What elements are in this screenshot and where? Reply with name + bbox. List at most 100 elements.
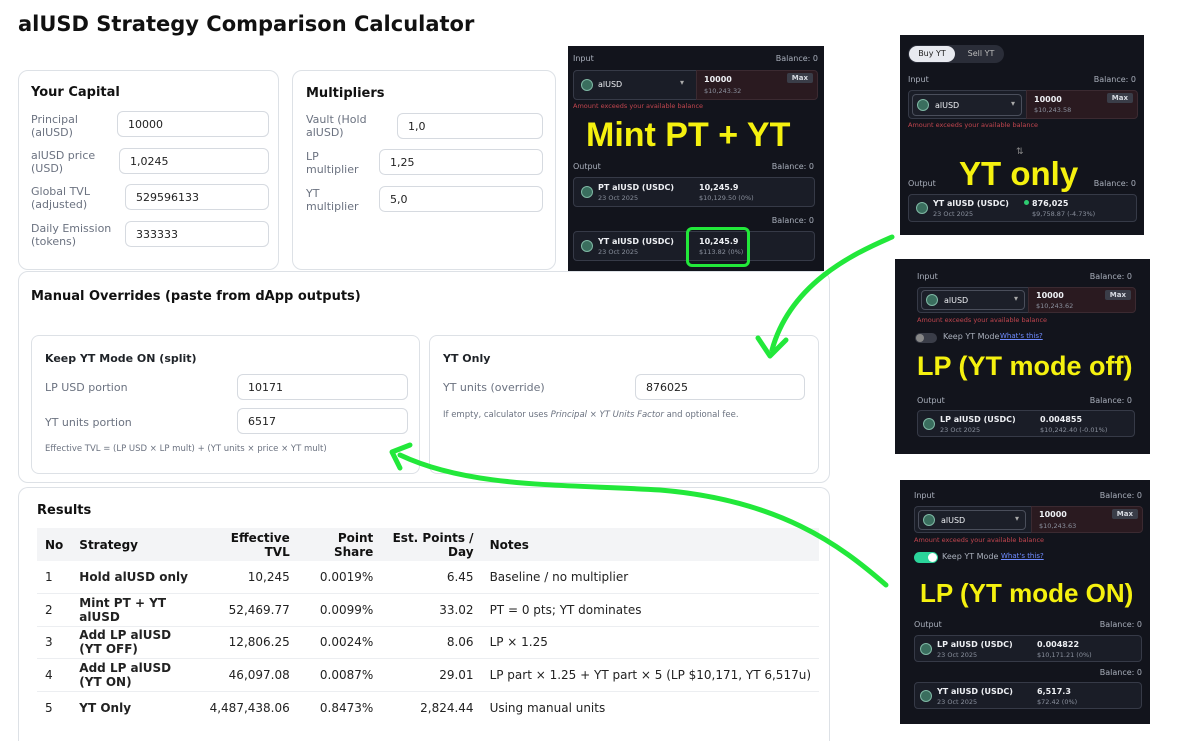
alusd-token-icon: [923, 514, 935, 526]
whats-this-link[interactable]: What's this?: [1001, 552, 1044, 560]
yt-multiplier-label: YT multiplier: [306, 187, 359, 213]
cell-tvl: 46,097.08: [198, 658, 298, 692]
amount-field[interactable]: 10000 $10,243.58 Max: [1026, 90, 1138, 119]
tvl-input[interactable]: 529596133: [125, 184, 269, 210]
lp-multiplier-input[interactable]: 1,25: [379, 149, 543, 175]
col-points: Est. Points / Day: [381, 528, 482, 561]
yt-name: YT alUSD (USDC): [937, 687, 1013, 696]
overrides-heading: Manual Overrides (paste from dApp output…: [31, 289, 361, 304]
chevron-down-icon: ▾: [1014, 294, 1019, 303]
input-box: alUSD ▾ 10000 $10,243.63 Max: [914, 506, 1143, 533]
col-share: Point Share: [297, 528, 382, 561]
yt-date: 23 Oct 2025: [933, 210, 974, 218]
alusd-token-icon: [926, 294, 938, 306]
lp-token-icon: [923, 418, 935, 430]
cell-strategy: Hold alUSD only: [71, 561, 199, 594]
lp-date: 23 Oct 2025: [940, 426, 981, 434]
lp-output-row: LP alUSD (USDC) 23 Oct 2025 0.004822 $10…: [914, 635, 1142, 662]
pt-amount: 10,245.9: [699, 183, 739, 192]
amount-field[interactable]: 10000 $10,243.62 Max: [1028, 287, 1136, 313]
vault-input[interactable]: 1,0: [397, 113, 543, 139]
lp-yt-on-screenshot: Input Balance: 0 alUSD ▾ 10000 $10,243.6…: [900, 480, 1150, 724]
price-input[interactable]: 1,0245: [119, 148, 269, 174]
status-dot-icon: [1024, 200, 1029, 205]
cell-no: 4: [37, 658, 72, 692]
yt-portion-label: YT units portion: [45, 416, 132, 429]
yt-only-heading: YT Only: [443, 352, 491, 365]
amount-value: 10000: [704, 75, 732, 84]
max-button[interactable]: Max: [1106, 93, 1133, 103]
max-button[interactable]: Max: [1111, 509, 1138, 519]
lp-name: LP alUSD (USDC): [937, 640, 1013, 649]
token-select[interactable]: alUSD ▾: [918, 510, 1026, 530]
price-label: alUSD price (USD): [31, 149, 96, 175]
keep-yt-heading: Keep YT Mode ON (split): [45, 352, 197, 365]
results-header-row: No Strategy Effective TVL Point Share Es…: [37, 528, 819, 561]
token-select[interactable]: alUSD ▾: [912, 94, 1022, 116]
lp-name: LP alUSD (USDC): [940, 415, 1016, 424]
cell-tvl: 4,487,438.06: [209, 700, 290, 715]
col-tvl: Effective TVL: [198, 528, 298, 561]
cell-share: 0.8473%: [319, 700, 374, 715]
cell-tvl: 52,469.77: [198, 593, 298, 627]
arrowhead-keep-yt-icon: [389, 442, 413, 471]
cell-share: 0.0024%: [297, 626, 382, 659]
mint-pt-yt-screenshot: Input Balance: 0 alUSD ▾ 10000 $10,243.3…: [568, 46, 824, 271]
whats-this-link[interactable]: What's this?: [1000, 332, 1043, 340]
cell-points: 2,824.44: [420, 700, 474, 715]
emission-input[interactable]: 333333: [125, 221, 269, 247]
chevron-down-icon[interactable]: ▾: [680, 78, 685, 87]
keep-yt-toggle[interactable]: [914, 552, 938, 563]
max-button[interactable]: Max: [1104, 290, 1131, 300]
col-no: No: [37, 528, 72, 561]
lp-date: 23 Oct 2025: [937, 651, 978, 659]
amount-field[interactable]: 10000 $10,243.63 Max: [1031, 506, 1143, 533]
keep-yt-label: Keep YT Mode: [943, 332, 1000, 341]
results-card: Results No Strategy Effective TVL Point …: [18, 487, 830, 741]
cell-strategy: Mint PT + YT alUSD: [71, 593, 199, 627]
pt-token-icon: [581, 186, 593, 198]
keep-yt-toggle[interactable]: [915, 333, 937, 343]
yt-units-note: If empty, calculator uses Principal × YT…: [443, 410, 739, 420]
keep-yt-panel: Keep YT Mode ON (split) LP USD portion 1…: [31, 335, 420, 474]
arrow-to-yt-only-icon: [769, 234, 895, 353]
multipliers-card: Multipliers Vault (Hold alUSD) 1,0 LP mu…: [292, 70, 556, 270]
yt-amount: 876,025: [1032, 199, 1069, 208]
multipliers-heading: Multipliers: [306, 86, 385, 101]
balance-label: Balance: 0: [771, 162, 814, 171]
cell-tvl: 12,806.25: [198, 626, 298, 659]
amount-field[interactable]: 10000 $10,243.32 Max: [696, 70, 818, 100]
swap-arrows-icon[interactable]: ⇅: [1016, 147, 1024, 157]
yt-output-row: YT alUSD (USDC) 23 Oct 2025 6,517.3 $72.…: [914, 682, 1142, 709]
input-label: Input: [914, 491, 935, 500]
error-text: Amount exceeds your available balance: [908, 121, 1039, 129]
input-label: Input: [908, 75, 929, 84]
cell-notes: PT = 0 pts; YT dominates: [481, 593, 819, 627]
cell-strategy: YT Only: [79, 700, 132, 715]
token-select[interactable]: alUSD ▾: [921, 290, 1025, 310]
yt-portion-input[interactable]: 6517: [237, 408, 408, 434]
cell-notes: Baseline / no multiplier: [481, 561, 819, 594]
yt-multiplier-input[interactable]: 5,0: [379, 186, 543, 212]
tab-buy-yt[interactable]: Buy YT: [909, 46, 955, 62]
highlight-circle: [686, 227, 750, 267]
principal-input[interactable]: 10000: [117, 111, 269, 137]
error-text: Amount exceeds your available balance: [917, 316, 1048, 324]
yt-token-icon: [581, 240, 593, 252]
token-name: alUSD: [941, 516, 966, 525]
lp-token-icon: [920, 643, 932, 655]
pt-name: PT alUSD (USDC): [598, 183, 675, 192]
lp-portion-input[interactable]: 10171: [237, 374, 408, 400]
lp-yt-off-screenshot: Input Balance: 0 alUSD ▾ 10000 $10,243.6…: [895, 259, 1150, 454]
max-button[interactable]: Max: [786, 73, 813, 83]
yt-usd: $113.82 (0%): [699, 248, 744, 256]
tab-sell-yt[interactable]: Sell YT: [967, 49, 995, 58]
principal-label: Principal (alUSD): [31, 113, 78, 139]
yt-units-input[interactable]: 876025: [635, 374, 805, 400]
results-heading: Results: [37, 503, 92, 518]
output-label: Output: [917, 396, 945, 405]
lp-on-caption: LP (YT mode ON): [920, 578, 1134, 608]
table-row: 3 Add LP alUSD (YT OFF) 12,806.25 0.0024% 8.…: [37, 626, 819, 659]
col-strategy: Strategy: [71, 528, 199, 561]
